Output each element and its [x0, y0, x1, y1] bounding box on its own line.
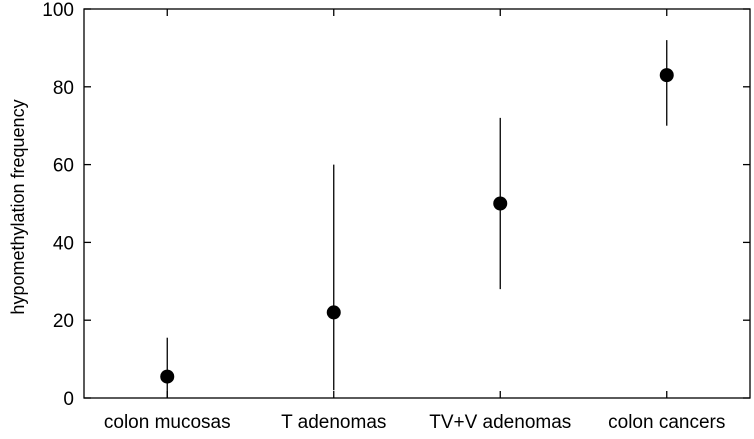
- data-point-2: [493, 196, 508, 211]
- y-axis-label: hypomethylation frequency: [8, 99, 28, 314]
- y-tick-label-40: 40: [53, 233, 74, 254]
- data-point-0: [160, 369, 175, 384]
- x-tick-label-0: colon mucosas: [104, 412, 231, 433]
- x-tick-label-2: TV+V adenomas: [429, 412, 571, 433]
- x-tick-label-3: colon cancers: [608, 412, 725, 433]
- x-tick-label-1: T adenomas: [281, 412, 386, 433]
- ticks-layer: 0 20 40 60 80 100 colon mucosas T adenomas TV+V …: [42, 0, 750, 433]
- y-tick-label-20: 20: [53, 311, 74, 332]
- data-point-3: [659, 68, 674, 83]
- y-tick-label-0: 0: [63, 389, 74, 410]
- plot-frame: [83, 8, 751, 399]
- y-tick-label-60: 60: [53, 156, 74, 177]
- axes-layer: [83, 8, 751, 399]
- data-points-layer: [160, 68, 674, 384]
- data-point-1: [326, 305, 341, 320]
- y-tick-label-100: 100: [42, 0, 74, 21]
- y-tick-label-80: 80: [53, 78, 74, 99]
- error-bars-layer: [166, 40, 668, 398]
